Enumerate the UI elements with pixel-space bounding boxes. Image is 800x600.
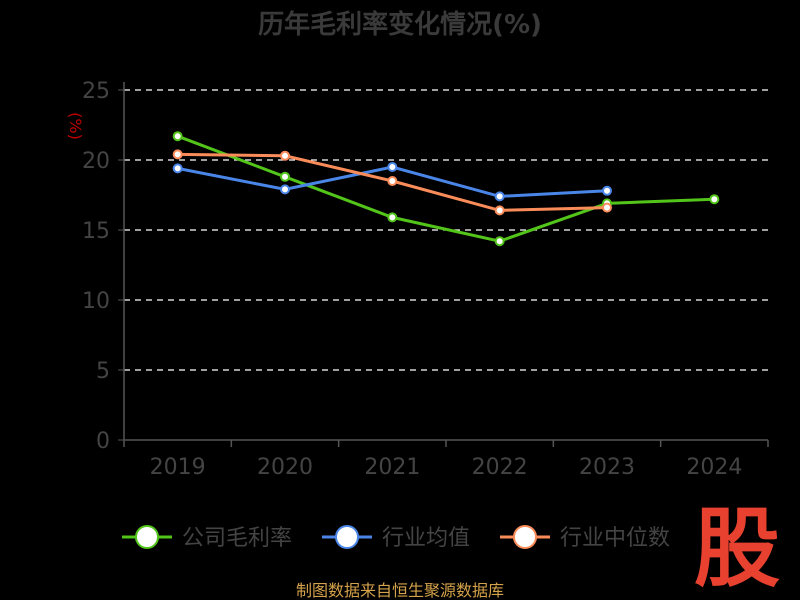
data-point [602,202,612,213]
y-tick-labels: 0 5 10 15 20 25 [82,79,110,454]
data-point [602,185,612,196]
legend-label: 行业中位数 [560,526,670,551]
grid-lines [118,89,768,441]
series-line [177,134,715,243]
x-tick-label: 2020 [257,455,313,480]
y-tick-label: 25 [82,79,110,104]
data-point [494,191,505,202]
legend-marker [135,525,159,549]
legend-label: 公司毛利率 [182,526,292,551]
data-point [387,162,398,172]
data-point [709,194,720,205]
data-point [387,212,398,223]
data-point [280,171,290,182]
axes [123,82,769,447]
y-tick-label: 5 [96,359,110,384]
data-point [172,131,183,142]
y-tick-label: 15 [82,219,110,244]
y-tick-label: 10 [82,289,110,314]
chart-title: 历年毛利率变化情况(%) [258,9,542,40]
series-3 [172,149,612,216]
data-point [280,184,290,195]
y-tick-label: 0 [96,429,110,454]
series-2 [172,162,612,202]
series-1 [172,131,720,247]
x-tick-label: 2024 [686,455,742,480]
x-tick-labels: 2019 2020 2021 2022 2023 2024 [150,455,743,480]
legend-marker [335,525,359,549]
data-point [387,176,398,186]
legend-item: 行业均值 [322,525,470,551]
brand-logo: 股 [694,499,780,599]
data-point [280,150,290,161]
x-tick-label: 2021 [364,455,420,480]
x-tick-label: 2019 [150,455,206,480]
y-tick-label: 20 [82,149,110,174]
series-lines [172,131,720,247]
data-point [494,205,505,216]
data-point [172,163,183,174]
legend-label: 行业均值 [382,526,470,551]
legend-item: 公司毛利率 [122,525,292,551]
legend: 公司毛利率 行业均值 行业中位数 [122,525,670,551]
data-source-note: 制图数据来自恒生聚源数据库 [296,581,504,600]
x-tick-label: 2022 [472,455,528,480]
legend-marker [513,525,537,549]
legend-item: 行业中位数 [500,525,670,551]
x-tick-label: 2023 [579,455,635,480]
data-point [494,236,505,247]
data-point [172,149,183,160]
y-axis-label: (%) [66,112,85,140]
